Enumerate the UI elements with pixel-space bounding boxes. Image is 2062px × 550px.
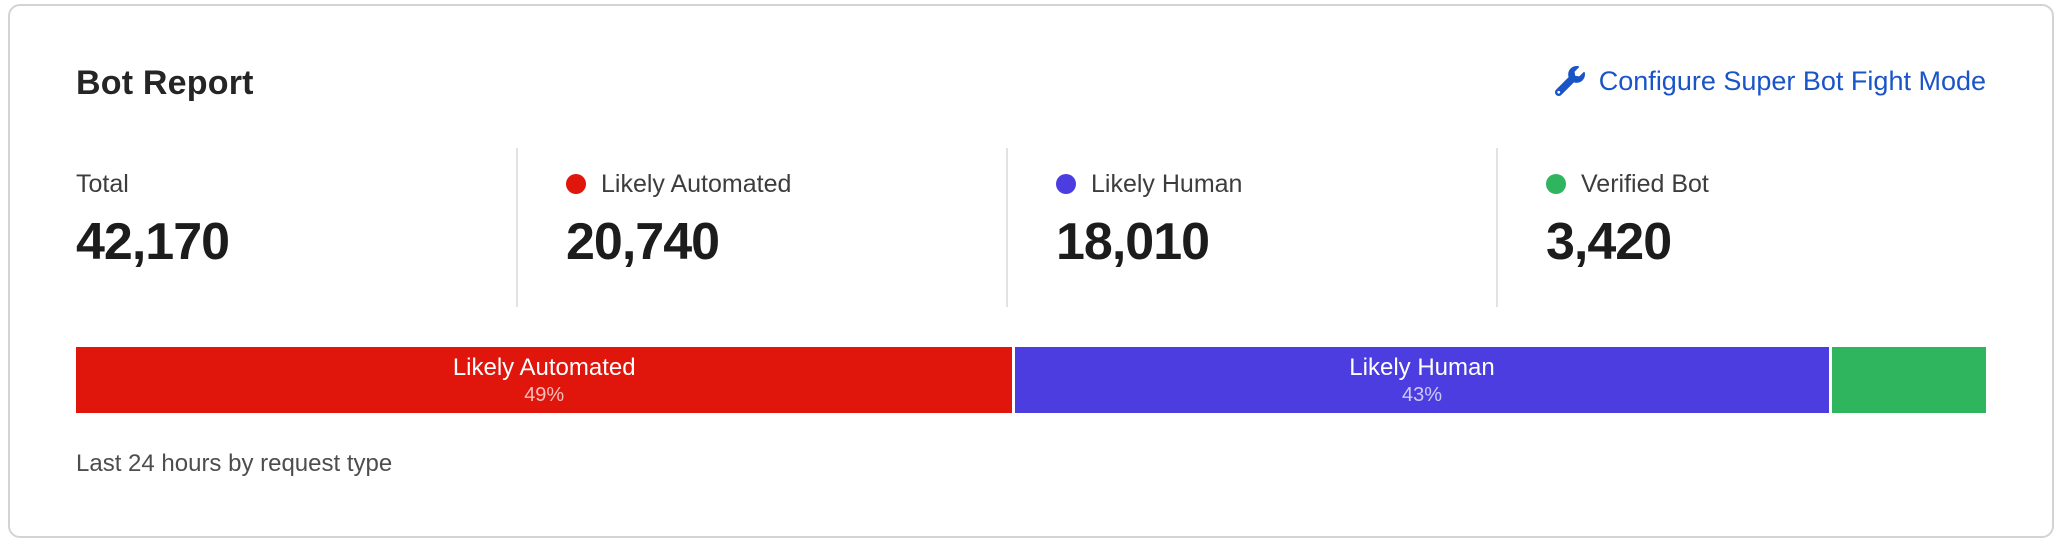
stat-verified-bot: Verified Bot 3,420	[1496, 148, 1986, 307]
bot-report-card: Bot Report Configure Super Bot Fight Mod…	[8, 4, 2054, 538]
bar-segment-verified-bot[interactable]	[1831, 347, 1986, 413]
wrench-icon	[1554, 66, 1585, 96]
bar-segment-likely-automated[interactable]: Likely Automated 49%	[76, 347, 1013, 413]
page-title: Bot Report	[76, 64, 254, 102]
likely-human-dot-icon	[1056, 174, 1076, 194]
bar-segment-likely-human[interactable]: Likely Human 43%	[1015, 347, 1829, 413]
card-header: Bot Report Configure Super Bot Fight Mod…	[76, 62, 1986, 104]
stats-row: Total 42,170 Likely Automated 20,740 Lik…	[76, 148, 1986, 307]
stat-likely-human-value: 18,010	[1056, 213, 1210, 271]
request-type-distribution-bar: Likely Automated 49% Likely Human 43%	[76, 347, 1986, 413]
likely-automated-dot-icon	[566, 174, 586, 194]
stat-likely-automated-label: Likely Automated	[601, 170, 792, 198]
stat-likely-human: Likely Human 18,010	[1006, 148, 1496, 307]
stat-verified-bot-label: Verified Bot	[1581, 170, 1709, 198]
bar-segment-percent: 49%	[524, 384, 565, 406]
stat-likely-human-label: Likely Human	[1091, 170, 1243, 198]
bar-segment-percent: 43%	[1401, 384, 1443, 406]
bar-segment-name: Likely Automated	[452, 354, 636, 381]
configure-link-label: Configure Super Bot Fight Mode	[1598, 66, 1986, 96]
stat-total: Total 42,170	[76, 148, 516, 307]
stat-total-value: 42,170	[76, 213, 230, 271]
stat-verified-bot-value: 3,420	[1546, 213, 1672, 271]
stat-likely-automated: Likely Automated 20,740	[516, 148, 1006, 307]
verified-bot-dot-icon	[1546, 174, 1566, 194]
configure-super-bot-fight-mode-link[interactable]: Configure Super Bot Fight Mode	[1554, 64, 1986, 98]
stat-likely-automated-value: 20,740	[566, 213, 720, 271]
time-range-caption: Last 24 hours by request type	[76, 450, 393, 477]
bar-segment-name: Likely Human	[1349, 354, 1495, 381]
stat-total-label: Total	[76, 170, 129, 198]
